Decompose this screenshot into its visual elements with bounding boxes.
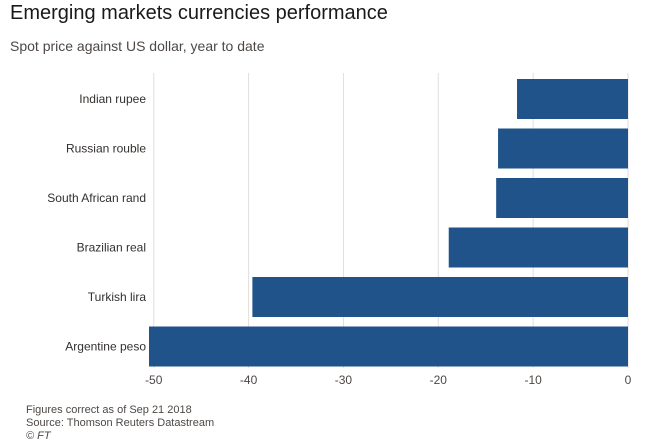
x-tick-label: 0 xyxy=(625,373,632,387)
bar-argentine-peso xyxy=(149,326,628,367)
bar-turkish-lira xyxy=(252,277,628,317)
bar-indian-rupee xyxy=(517,79,628,119)
x-tick-label: -20 xyxy=(430,373,448,387)
category-label: Brazilian real xyxy=(77,241,146,255)
x-tick-label: -40 xyxy=(240,373,258,387)
category-label: Indian rupee xyxy=(79,92,146,106)
bar-chart: Indian rupee Russian rouble South African … xyxy=(47,73,632,387)
chart-footer: Figures correct as of Sep 21 2018 Source… xyxy=(26,404,214,443)
chart-subtitle: Spot price against US dollar, year to da… xyxy=(10,38,265,54)
category-label: Russian rouble xyxy=(66,142,146,156)
category-label: South African rand xyxy=(47,191,146,205)
category-label: Turkish lira xyxy=(88,290,147,304)
bar-brazilian-real xyxy=(448,227,628,268)
footer-source: Source: Thomson Reuters Datastream xyxy=(26,417,215,429)
category-label: Argentine peso xyxy=(65,340,146,354)
x-tick-label: -50 xyxy=(145,373,163,387)
bar-south-african-rand xyxy=(496,178,628,218)
chart-title: Emerging markets currencies performance xyxy=(10,2,388,24)
x-tick-label: -10 xyxy=(524,373,542,387)
x-tick-label: -30 xyxy=(335,373,353,387)
bar-russian-rouble xyxy=(498,128,628,169)
footer-credit: © FT xyxy=(26,430,51,442)
footer-note: Figures correct as of Sep 21 2018 xyxy=(26,404,192,416)
